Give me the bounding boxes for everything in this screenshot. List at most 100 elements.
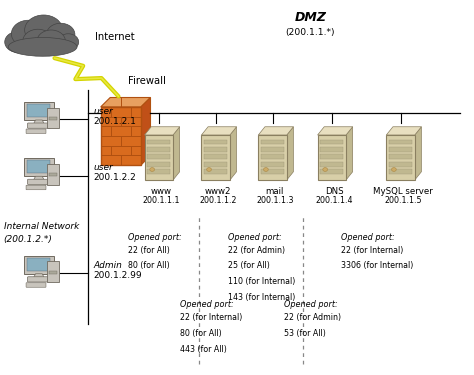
Text: DMZ: DMZ — [294, 11, 327, 24]
Text: 22 (for Admin): 22 (for Admin) — [228, 246, 284, 255]
Text: Opened port:: Opened port: — [341, 232, 395, 242]
Text: user: user — [93, 164, 113, 172]
Polygon shape — [33, 176, 45, 181]
FancyBboxPatch shape — [320, 162, 343, 167]
FancyBboxPatch shape — [47, 164, 59, 184]
FancyBboxPatch shape — [27, 160, 50, 173]
Circle shape — [150, 168, 155, 171]
FancyBboxPatch shape — [320, 140, 343, 144]
FancyBboxPatch shape — [147, 162, 170, 167]
Text: 22 (for Admin): 22 (for Admin) — [284, 313, 341, 322]
FancyBboxPatch shape — [27, 179, 50, 184]
FancyBboxPatch shape — [261, 140, 284, 144]
Text: 200.1.1.2: 200.1.1.2 — [199, 196, 237, 205]
Polygon shape — [415, 127, 421, 180]
Polygon shape — [201, 127, 237, 135]
Text: MySQL server: MySQL server — [373, 187, 433, 196]
Text: Opened port:: Opened port: — [180, 300, 234, 309]
Text: 3306 (for Internal): 3306 (for Internal) — [341, 261, 413, 270]
Text: 200.1.1.5: 200.1.1.5 — [384, 196, 422, 205]
FancyBboxPatch shape — [204, 170, 227, 174]
FancyBboxPatch shape — [49, 117, 57, 120]
Text: 443 (for All): 443 (for All) — [180, 345, 227, 354]
FancyBboxPatch shape — [261, 147, 284, 152]
Circle shape — [11, 20, 46, 47]
FancyBboxPatch shape — [26, 283, 46, 287]
Circle shape — [264, 168, 268, 171]
Text: 200.1.1.4: 200.1.1.4 — [315, 196, 353, 205]
FancyBboxPatch shape — [204, 162, 227, 167]
FancyBboxPatch shape — [26, 185, 46, 190]
FancyBboxPatch shape — [389, 147, 412, 152]
FancyBboxPatch shape — [147, 154, 170, 159]
Text: 200.1.2.1: 200.1.2.1 — [93, 117, 136, 126]
FancyBboxPatch shape — [201, 135, 230, 180]
Polygon shape — [386, 127, 421, 135]
Text: Firewall: Firewall — [128, 76, 166, 86]
Polygon shape — [230, 127, 237, 180]
FancyBboxPatch shape — [261, 154, 284, 159]
Text: 200.1.1.3: 200.1.1.3 — [256, 196, 294, 205]
Text: 200.1.2.99: 200.1.2.99 — [93, 271, 142, 280]
Text: 22 (for Internal): 22 (for Internal) — [180, 313, 242, 322]
FancyBboxPatch shape — [24, 256, 54, 274]
FancyBboxPatch shape — [47, 108, 59, 128]
FancyBboxPatch shape — [100, 107, 141, 165]
Polygon shape — [33, 274, 45, 278]
Circle shape — [392, 168, 396, 171]
Text: DNS: DNS — [325, 187, 344, 196]
Text: 143 (for Internal): 143 (for Internal) — [228, 293, 295, 302]
Text: Internet: Internet — [95, 32, 135, 42]
Text: mail: mail — [266, 187, 284, 196]
Polygon shape — [145, 127, 180, 135]
Polygon shape — [141, 98, 151, 165]
FancyBboxPatch shape — [49, 173, 57, 176]
FancyBboxPatch shape — [389, 162, 412, 167]
Circle shape — [323, 168, 328, 171]
Text: 110 (for Internal): 110 (for Internal) — [228, 277, 295, 286]
FancyBboxPatch shape — [204, 154, 227, 159]
FancyBboxPatch shape — [147, 170, 170, 174]
Polygon shape — [258, 127, 293, 135]
Text: 22 (for All): 22 (for All) — [128, 246, 170, 255]
FancyBboxPatch shape — [389, 154, 412, 159]
FancyBboxPatch shape — [204, 147, 227, 152]
Text: Internal Network
(200.1.2.*): Internal Network (200.1.2.*) — [4, 222, 79, 245]
FancyBboxPatch shape — [261, 170, 284, 174]
FancyBboxPatch shape — [26, 129, 46, 134]
Text: 53 (for All): 53 (for All) — [284, 329, 326, 338]
Circle shape — [25, 15, 63, 45]
FancyBboxPatch shape — [258, 135, 287, 180]
FancyBboxPatch shape — [386, 135, 415, 180]
FancyBboxPatch shape — [27, 258, 50, 271]
FancyBboxPatch shape — [320, 147, 343, 152]
FancyBboxPatch shape — [27, 123, 50, 128]
Text: Opened port:: Opened port: — [284, 300, 338, 309]
FancyBboxPatch shape — [389, 170, 412, 174]
FancyBboxPatch shape — [145, 135, 173, 180]
Polygon shape — [100, 98, 151, 107]
FancyBboxPatch shape — [261, 162, 284, 167]
Text: www: www — [151, 187, 172, 196]
FancyBboxPatch shape — [27, 277, 50, 282]
Text: Admin: Admin — [93, 261, 122, 270]
Text: 22 (for Internal): 22 (for Internal) — [341, 246, 403, 255]
FancyBboxPatch shape — [47, 261, 59, 282]
Circle shape — [23, 29, 53, 53]
Text: 25 (for All): 25 (for All) — [228, 261, 269, 270]
Circle shape — [207, 168, 211, 171]
Polygon shape — [287, 127, 293, 180]
Text: (200.1.1.*): (200.1.1.*) — [286, 28, 335, 37]
FancyBboxPatch shape — [389, 140, 412, 144]
Text: Opened port:: Opened port: — [128, 232, 182, 242]
FancyBboxPatch shape — [320, 170, 343, 174]
Text: 80 (for All): 80 (for All) — [180, 329, 222, 338]
Ellipse shape — [9, 38, 77, 56]
FancyBboxPatch shape — [24, 102, 54, 120]
FancyBboxPatch shape — [49, 271, 57, 274]
FancyBboxPatch shape — [24, 158, 54, 176]
Text: 80 (for All): 80 (for All) — [128, 261, 170, 270]
Text: user: user — [93, 107, 113, 116]
Text: 200.1.1.1: 200.1.1.1 — [142, 196, 180, 205]
Circle shape — [37, 30, 65, 52]
